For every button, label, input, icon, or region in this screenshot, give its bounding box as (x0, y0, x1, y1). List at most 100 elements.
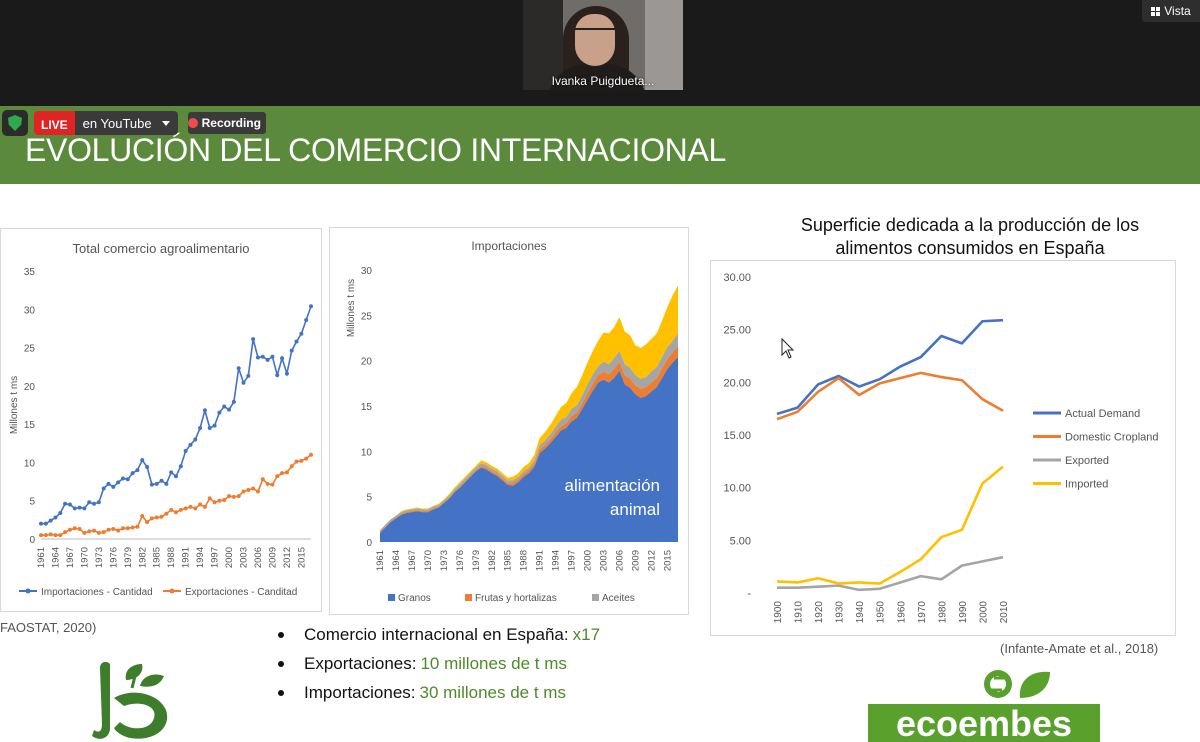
series-line (777, 555, 1004, 592)
x-tick-label: 2012 (646, 550, 657, 571)
data-point (255, 355, 260, 360)
x-tick-label: 1982 (137, 547, 148, 568)
data-point (270, 482, 275, 487)
live-stream-control[interactable]: LIVE en YouTube (34, 111, 178, 135)
x-tick-label: 2000 (583, 550, 594, 571)
grid-view-icon (1151, 6, 1161, 16)
y-tick-label: - (747, 588, 751, 600)
x-tick-label: 2012 (282, 547, 293, 568)
x-tick-label: 1973 (94, 547, 105, 568)
x-tick-label: 1930 (835, 601, 846, 624)
surface-chart-title: Superficie dedicada a la producción de l… (760, 214, 1180, 260)
legend-label: Aceites (602, 593, 635, 604)
y-tick-label: 35 (24, 267, 36, 278)
data-point (135, 524, 140, 529)
ecoembes-logo: ecoembes (868, 670, 1100, 742)
surface-chart-title-line1: Superficie dedicada a la producción de l… (800, 215, 1140, 235)
data-point (120, 526, 125, 531)
view-button[interactable]: Vista (1142, 0, 1200, 22)
data-point (251, 337, 256, 342)
data-point (63, 501, 68, 506)
security-shield-button[interactable] (2, 110, 28, 136)
chevron-down-icon (161, 120, 170, 126)
chart-title: Importaciones (471, 239, 546, 253)
data-point (251, 486, 256, 491)
y-tick-label: 10 (24, 458, 36, 469)
data-point (169, 470, 174, 475)
data-point (174, 510, 178, 515)
y-tick-label: 5 (366, 493, 372, 504)
x-tick-label: 1994 (195, 547, 206, 568)
data-point (116, 480, 121, 485)
series-line (41, 305, 312, 525)
y-tick-label: 20 (361, 357, 373, 368)
data-point (260, 477, 265, 482)
bullet-highlight: 30 millones de t ms (419, 682, 566, 702)
organization-logo-left (92, 661, 168, 739)
legend-label: Frutas y hortalizas (475, 593, 557, 604)
data-point (304, 456, 309, 461)
view-button-label: Vista (1164, 4, 1191, 18)
stream-destination-dropdown[interactable]: en YouTube (74, 111, 178, 135)
slide-title-band: EVOLUCIÓN DEL COMERCIO INTERNACIONAL (0, 106, 1200, 184)
data-point (164, 481, 169, 486)
x-tick-label: 1976 (455, 550, 466, 571)
legend-label: Actual Demand (1065, 408, 1140, 420)
data-point (72, 506, 77, 511)
data-point (135, 468, 140, 473)
data-point (82, 530, 87, 535)
meeting-stream-controls: LIVE en YouTube Recording (2, 110, 266, 136)
data-point (183, 506, 188, 511)
x-tick-label: 2003 (239, 547, 250, 568)
x-tick-label: 1961 (375, 550, 386, 571)
data-point (58, 510, 63, 515)
legend-marker (25, 588, 31, 594)
data-point (101, 486, 106, 491)
chart-annotation: animal (610, 500, 660, 519)
participant-video-tile[interactable]: Ivanka Puigdueta... (523, 0, 683, 90)
imports-chart: Importaciones Millones t ms 0 5 10 15 20 25 30 19… (346, 239, 678, 604)
participant-face (575, 14, 615, 66)
x-tick-label: 1964 (50, 547, 61, 568)
x-tick-label: 1920 (814, 601, 825, 624)
y-tick-label: 10.00 (723, 483, 751, 495)
stream-destination-label: en YouTube (82, 115, 152, 131)
data-point (299, 331, 304, 336)
data-point (39, 533, 43, 538)
x-tick-label: 1994 (551, 550, 562, 571)
data-point (130, 525, 135, 530)
recording-indicator[interactable]: Recording (187, 112, 266, 134)
data-point (289, 464, 294, 469)
data-point (149, 516, 154, 521)
data-point (48, 532, 53, 537)
x-tick-label: 1988 (166, 547, 177, 568)
data-point (198, 502, 203, 507)
y-tick-label: 10 (361, 447, 373, 458)
slide-title: EVOLUCIÓN DEL COMERCIO INTERNACIONAL (25, 132, 727, 168)
data-point (125, 526, 130, 531)
x-tick-label: 1961 (36, 547, 47, 568)
data-point (309, 304, 313, 309)
x-tick-label: 2015 (296, 547, 307, 568)
data-point (159, 514, 164, 519)
data-point (309, 452, 313, 457)
data-point (222, 497, 227, 502)
recording-label: Recording (201, 116, 261, 130)
bullet-highlight: x17 (572, 624, 601, 644)
data-point (193, 506, 198, 511)
data-point (77, 505, 82, 510)
participant-glasses (575, 28, 615, 40)
shield-icon (8, 115, 22, 131)
data-point (304, 318, 309, 323)
legend-label: Exportaciones - Canditad (185, 587, 297, 598)
data-point (145, 520, 150, 525)
data-point (280, 356, 285, 361)
data-point (284, 371, 289, 376)
bullet-dot (278, 689, 284, 696)
data-point (63, 530, 68, 535)
participant-name-label: Ivanka Puigdueta... (551, 74, 655, 88)
x-tick-label: 1973 (439, 550, 450, 571)
y-tick-label: 25 (24, 344, 36, 355)
x-tick-label: 1991 (181, 547, 192, 568)
x-tick-label: 1997 (567, 550, 578, 571)
